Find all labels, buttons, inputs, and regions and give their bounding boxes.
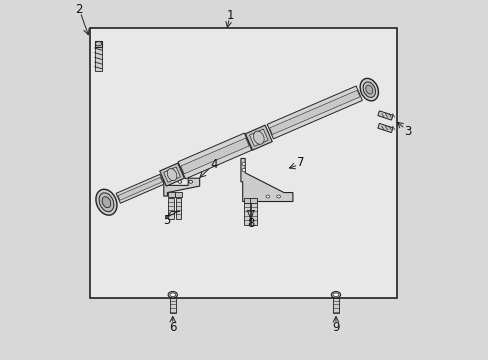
- Text: 8: 8: [247, 216, 254, 230]
- Polygon shape: [181, 138, 248, 174]
- Polygon shape: [377, 111, 392, 120]
- Polygon shape: [178, 133, 251, 179]
- Polygon shape: [163, 167, 180, 182]
- Polygon shape: [245, 125, 272, 150]
- Bar: [90, 28, 396, 298]
- Ellipse shape: [178, 180, 182, 183]
- Ellipse shape: [169, 293, 175, 297]
- Ellipse shape: [99, 193, 114, 212]
- Ellipse shape: [253, 131, 264, 144]
- Polygon shape: [241, 158, 292, 202]
- Polygon shape: [332, 298, 339, 313]
- Polygon shape: [94, 41, 102, 46]
- Ellipse shape: [95, 41, 102, 46]
- Polygon shape: [377, 123, 392, 132]
- Ellipse shape: [363, 82, 375, 97]
- Polygon shape: [95, 46, 102, 71]
- Ellipse shape: [102, 197, 110, 208]
- Polygon shape: [116, 174, 164, 203]
- Polygon shape: [118, 177, 162, 200]
- Text: 2: 2: [75, 3, 82, 16]
- Text: 4: 4: [210, 158, 217, 171]
- Polygon shape: [244, 198, 250, 203]
- Text: 5: 5: [163, 214, 170, 227]
- Polygon shape: [250, 198, 257, 203]
- Polygon shape: [250, 203, 256, 225]
- Ellipse shape: [96, 189, 117, 215]
- Text: 6: 6: [169, 320, 176, 333]
- Ellipse shape: [365, 85, 372, 94]
- Text: 3: 3: [403, 125, 410, 138]
- Ellipse shape: [359, 78, 378, 101]
- Text: 1: 1: [226, 9, 233, 22]
- Polygon shape: [244, 203, 250, 225]
- Polygon shape: [167, 192, 175, 197]
- Polygon shape: [169, 298, 176, 313]
- Ellipse shape: [188, 180, 192, 183]
- Polygon shape: [249, 129, 267, 146]
- Text: 7: 7: [297, 156, 305, 169]
- Polygon shape: [163, 172, 199, 196]
- Ellipse shape: [242, 168, 245, 171]
- Polygon shape: [175, 198, 181, 220]
- Ellipse shape: [265, 195, 269, 198]
- Polygon shape: [175, 192, 182, 197]
- Polygon shape: [269, 90, 359, 135]
- Ellipse shape: [330, 292, 340, 298]
- Ellipse shape: [332, 293, 338, 297]
- Ellipse shape: [167, 168, 177, 181]
- Ellipse shape: [242, 162, 245, 165]
- Ellipse shape: [276, 195, 280, 198]
- Text: 9: 9: [331, 320, 339, 333]
- Polygon shape: [168, 198, 174, 220]
- Ellipse shape: [168, 292, 177, 298]
- Polygon shape: [160, 163, 184, 186]
- Polygon shape: [266, 86, 362, 139]
